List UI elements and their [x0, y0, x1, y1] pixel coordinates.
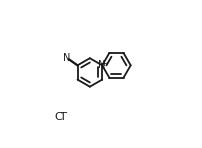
- Text: −: −: [60, 108, 68, 119]
- Text: +: +: [100, 59, 107, 68]
- Text: Cl: Cl: [54, 112, 65, 122]
- Text: N: N: [63, 53, 71, 63]
- Text: N: N: [98, 60, 105, 70]
